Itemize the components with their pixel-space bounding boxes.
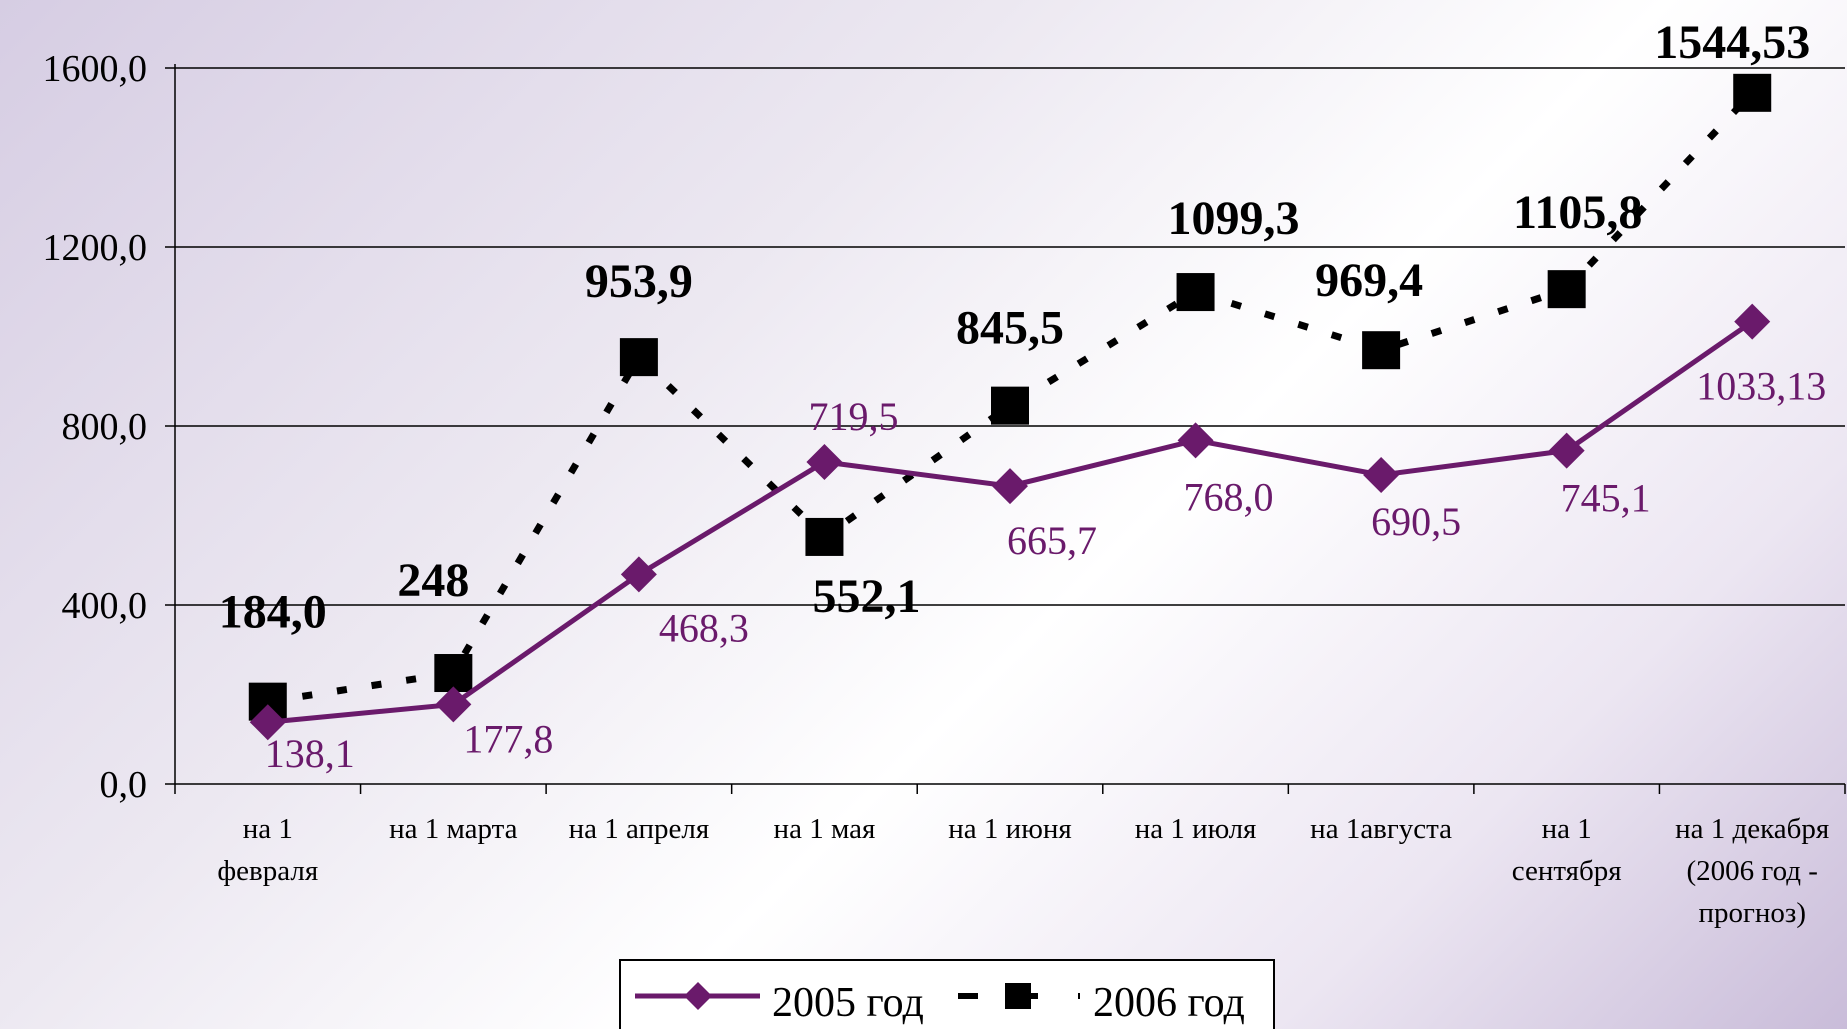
x-tick-label-line: на 1 июня: [948, 813, 1071, 845]
series-2006-point: [805, 517, 844, 556]
series-2005-point: [1363, 457, 1400, 494]
series-2006-data-label: 248: [397, 554, 469, 607]
x-tick-label-line: на 1августа: [1310, 813, 1452, 845]
x-tick-label: на 1 июля: [1135, 813, 1257, 845]
series-2005-point: [1177, 422, 1214, 459]
y-tick-label: 0,0: [100, 764, 148, 806]
x-tick-label-line: на 1: [1542, 813, 1592, 845]
series-2005-data-label: 1033,13: [1696, 364, 1826, 409]
legend-marker-2005: [684, 982, 712, 1010]
series-2005-data-label: 768,0: [1184, 474, 1274, 519]
x-tick-label: на 1 декабря (2006 год - прогноз): [1675, 813, 1829, 929]
series-2005-data-label: 138,1: [265, 731, 355, 776]
series-2005-data-label: 690,5: [1371, 499, 1461, 544]
series-2005-point: [1548, 432, 1585, 469]
x-tick-label-line: (2006 год -: [1687, 855, 1818, 887]
x-tick-label-line: прогноз): [1698, 897, 1806, 929]
y-tick-label: 400,0: [62, 585, 148, 627]
series-2005-point: [435, 686, 472, 723]
x-tick-label: на 1 февраля: [217, 813, 318, 887]
gridlines: [175, 67, 1845, 606]
x-tick-label-line: февраля: [217, 855, 318, 887]
series-2006-data-label: 184,0: [219, 586, 327, 639]
x-tick-label: на 1 июня: [948, 813, 1071, 845]
x-tick-label: на 1 марта: [389, 813, 518, 845]
series-2006-line: [267, 90, 1755, 706]
series-2006-data-label: 1105,8: [1513, 186, 1642, 239]
series-2006-point: [1362, 331, 1401, 370]
data-labels: 138,1 177,8 468,3 719,5 665,7 768,0 690,5 745,1…: [219, 16, 1826, 776]
y-tick-label: 1200,0: [43, 227, 148, 269]
series-2005-data-label: 468,3: [659, 605, 749, 650]
x-tick-label-line: на 1 декабря: [1675, 813, 1829, 845]
series-2006-data-label: 552,1: [812, 570, 920, 623]
x-tick-label-line: на 1 мая: [774, 813, 876, 845]
series-2006-point: [991, 386, 1029, 425]
series-2005-data-label: 745,1: [1561, 476, 1651, 521]
series-2006-point: [1547, 270, 1586, 309]
series-2005-data-label: 177,8: [463, 716, 553, 761]
x-tick-label-line: на 1: [243, 813, 293, 845]
series-2006-data-label: 1099,3: [1168, 192, 1300, 245]
series-2006-point: [434, 654, 473, 693]
x-tick-label: на 1 мая: [774, 813, 876, 845]
series-2006-point: [1176, 273, 1215, 312]
series-2006-data-label: 845,5: [956, 302, 1064, 355]
series-2005-data-label: 665,7: [1007, 518, 1097, 563]
series-2006-data-label: 953,9: [585, 255, 693, 308]
legend: 2005 год 2006 год: [619, 959, 1275, 1029]
series-2006-data-label: 1544,53: [1654, 16, 1810, 69]
y-tick-label: 800,0: [62, 406, 148, 448]
series-2006-point: [619, 338, 658, 377]
x-tick-label-line: сентября: [1512, 855, 1622, 887]
series-2006-point: [1733, 73, 1772, 112]
x-tick-label: на 1 апреля: [569, 813, 710, 845]
y-tick-label: 1600,0: [43, 48, 148, 90]
x-tick-label-line: на 1 марта: [389, 813, 518, 845]
x-tick-label: на 1 сентября: [1512, 813, 1622, 887]
legend-label-2006: 2006 год: [1093, 980, 1245, 1026]
x-tick-label-line: на 1 июля: [1135, 813, 1257, 845]
series-2005-data-label: 719,5: [808, 394, 898, 439]
series-2005-point: [992, 468, 1028, 505]
series-2005-point: [1734, 303, 1771, 340]
series: [248, 73, 1772, 741]
x-tick-label-line: на 1 апреля: [569, 813, 710, 845]
series-2005-point: [806, 444, 843, 481]
x-tick-label: на 1августа: [1310, 813, 1452, 845]
legend-label-2005: 2005 год: [772, 980, 924, 1026]
series-2005-point: [620, 556, 657, 593]
series-2005-point: [249, 704, 286, 741]
legend-marker-2006: [1005, 983, 1031, 1009]
series-2006-data-label: 969,4: [1315, 254, 1423, 307]
